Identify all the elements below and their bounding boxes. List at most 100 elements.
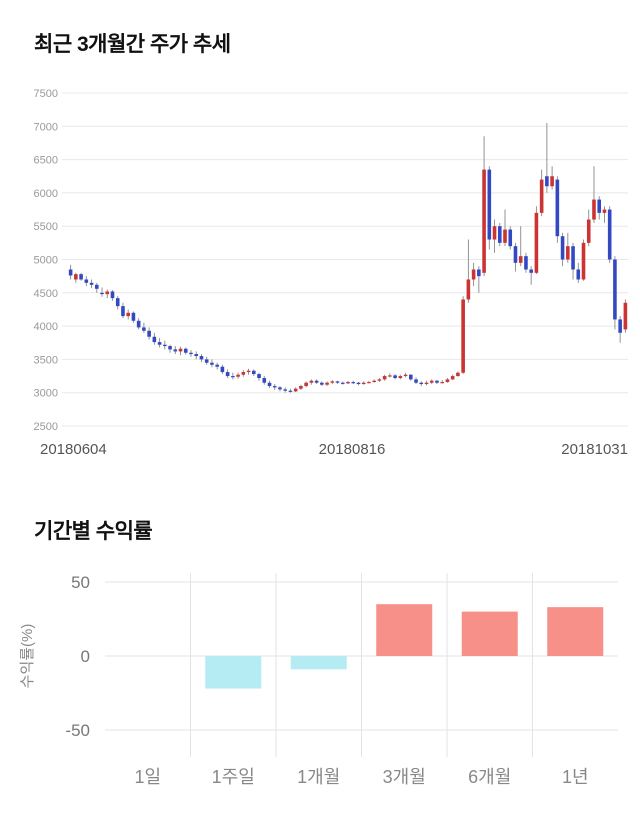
candle-body-up	[367, 382, 371, 384]
return-bar-positive	[376, 604, 433, 656]
candle-body-up	[330, 381, 335, 383]
candle-body-down	[508, 229, 513, 247]
candlestick	[320, 381, 324, 387]
candlestick	[623, 299, 628, 333]
candle-body-down	[262, 378, 267, 383]
candle-body-down	[136, 320, 141, 328]
candle-body-down	[225, 372, 230, 377]
candlestick	[340, 381, 345, 385]
candlestick	[267, 380, 272, 389]
price-candlestick-chart: 7500 7000 6500 6000 5500 5000 4500 4000 3500 3000…	[34, 88, 628, 458]
candle-body-down	[183, 348, 188, 353]
candlestick	[84, 276, 89, 287]
x-axis-tick-label: 20180816	[319, 441, 386, 458]
candle-body-up	[403, 374, 408, 377]
y-axis-tick-label: 50	[71, 573, 90, 592]
candlestick	[409, 374, 413, 381]
candle-body-down	[147, 330, 151, 337]
candle-body-down	[231, 376, 235, 378]
x-axis-category-label: 3개월	[383, 767, 426, 787]
candle-body-up	[178, 348, 183, 352]
candle-body-down	[257, 374, 261, 379]
candle-body-up	[388, 375, 392, 377]
candlestick	[592, 166, 596, 223]
candlestick	[450, 374, 455, 381]
candle-body-down	[163, 344, 167, 347]
candlestick	[571, 242, 575, 280]
candlestick	[152, 332, 157, 345]
candlestick	[251, 369, 256, 377]
price-trend-title: 최근 3개월간 주가 추세	[34, 33, 231, 56]
candlestick	[79, 272, 83, 281]
candlestick	[173, 346, 178, 355]
candle-body-up	[534, 212, 539, 273]
candlestick	[288, 388, 293, 393]
candle-body-up	[346, 382, 350, 384]
candle-body-down	[497, 226, 502, 243]
candle-body-up	[241, 372, 246, 375]
candle-body-down	[288, 390, 293, 392]
candle-body-down	[409, 374, 413, 380]
candle-body-up	[492, 226, 497, 240]
candle-body-up	[450, 376, 455, 380]
y-axis-tick-label: 6000	[34, 188, 58, 200]
candle-body-up	[325, 382, 329, 385]
candlestick	[586, 209, 591, 247]
candlestick	[257, 372, 261, 381]
y-axis-tick-label: 3500	[34, 354, 58, 366]
y-axis-tick-label: 4000	[34, 321, 58, 333]
candlestick	[262, 376, 267, 385]
candle-body-up	[398, 376, 403, 379]
candle-body-up	[503, 229, 507, 243]
candle-body-up	[445, 379, 450, 383]
candlestick	[293, 387, 298, 393]
candlestick	[147, 327, 151, 340]
candle-body-down	[320, 382, 324, 385]
candle-body-down	[189, 352, 193, 355]
candlestick	[597, 196, 602, 220]
candlestick	[508, 226, 513, 250]
candle-body-up	[361, 382, 366, 385]
candlestick	[131, 311, 136, 323]
candle-body-up	[382, 376, 387, 380]
candlestick	[157, 338, 162, 348]
candle-body-down	[100, 292, 104, 295]
candle-body-down	[618, 319, 622, 333]
candlestick	[482, 136, 486, 277]
candle-body-down	[613, 259, 617, 320]
candle-body-up	[74, 274, 78, 280]
candle-body-down	[414, 379, 418, 383]
y-axis-tick-label: 7000	[34, 121, 58, 133]
candlestick	[424, 380, 429, 386]
candle-body-down	[194, 354, 199, 357]
candlestick	[388, 373, 392, 378]
candle-body-up	[246, 370, 251, 373]
y-axis-tick-label: 6500	[34, 155, 58, 167]
candlestick	[231, 372, 235, 380]
candlestick	[168, 344, 172, 353]
candlestick	[220, 364, 225, 375]
candlestick	[126, 309, 130, 320]
candle-body-up	[456, 372, 460, 377]
x-axis-category-label: 1개월	[297, 767, 340, 787]
candle-body-down	[79, 274, 83, 280]
candlestick	[309, 379, 314, 385]
candlestick	[330, 380, 335, 385]
candle-body-up	[377, 379, 382, 381]
candlestick	[503, 209, 507, 247]
candlestick	[550, 166, 554, 190]
candlestick	[110, 290, 115, 301]
candlestick	[545, 122, 549, 193]
candlestick	[414, 377, 418, 385]
candlestick	[566, 232, 570, 263]
candle-body-down	[524, 256, 528, 270]
candle-body-down	[68, 269, 73, 276]
candlestick	[419, 381, 424, 387]
candle-body-down	[220, 366, 225, 373]
candlestick	[163, 340, 167, 350]
candlestick	[272, 384, 277, 391]
x-axis-category-label: 1년	[562, 767, 589, 787]
x-axis-category-label: 1일	[134, 767, 161, 787]
candlestick	[613, 256, 617, 330]
candle-body-down	[267, 382, 272, 387]
